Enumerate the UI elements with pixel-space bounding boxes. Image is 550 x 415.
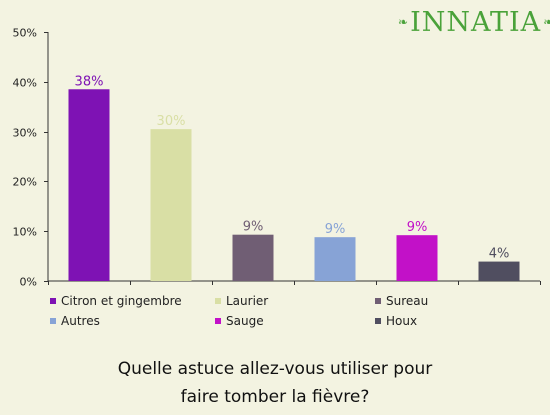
bar-houx [478, 261, 520, 281]
legend-swatch [215, 318, 221, 324]
legend-swatch [50, 298, 56, 304]
y-tick-label: 0% [20, 276, 37, 289]
poll-question: Quelle astuce allez-vous utiliser pour f… [0, 355, 550, 411]
bar-autres [314, 237, 356, 281]
legend-swatch [375, 318, 381, 324]
legend-item: Sauge [215, 314, 375, 328]
logo-text: INNATIA [410, 6, 542, 38]
legend-label: Laurier [226, 294, 269, 308]
legend-item: Citron et gingembre [50, 294, 215, 308]
bar-citron-et-gingembre [68, 89, 110, 282]
bar-sauge [396, 235, 438, 281]
leaf-icon: ❧ [398, 15, 409, 29]
legend-label: Houx [386, 314, 418, 328]
data-label: 4% [489, 247, 510, 262]
legend-swatch [375, 298, 381, 304]
legend-label: Autres [61, 314, 100, 328]
data-label: 30% [157, 114, 186, 129]
question-line-2: faire tomber la fièvre? [180, 387, 370, 407]
legend-label: Sauge [226, 314, 264, 328]
data-label: 9% [407, 220, 428, 235]
question-line-1: Quelle astuce allez-vous utiliser pour [117, 359, 433, 379]
legend-item: Laurier [215, 294, 375, 308]
y-tick-label: 40% [13, 77, 37, 90]
legend-swatch [215, 298, 221, 304]
chart-bars [68, 89, 520, 282]
bar-laurier [150, 129, 192, 281]
data-label: 9% [243, 220, 264, 235]
legend-item: Autres [50, 314, 215, 328]
legend-label: Citron et gingembre [61, 294, 182, 308]
y-tick-label: 20% [13, 176, 37, 189]
chart-data-labels: 38% 30% 9% 9% 9% 4% [75, 74, 510, 261]
legend-item: Houx [375, 314, 540, 328]
leaf-icon: ❧ [543, 15, 550, 29]
innatia-logo: ❧ INNATIA ❧ [396, 4, 550, 40]
chart-legend: Citron et gingembre Laurier Sureau Autre… [50, 294, 540, 328]
legend-item: Sureau [375, 294, 540, 308]
data-label: 38% [75, 74, 104, 89]
y-tick-label: 30% [13, 127, 37, 140]
legend-swatch [50, 318, 56, 324]
y-tick-label: 50% [13, 27, 37, 40]
chart-axes: 0% 10% 20% 30% 40% 50% [13, 27, 541, 289]
y-tick-label: 10% [13, 226, 37, 239]
bar-sureau [232, 234, 274, 281]
data-label: 9% [325, 222, 346, 237]
legend-label: Sureau [386, 294, 429, 308]
